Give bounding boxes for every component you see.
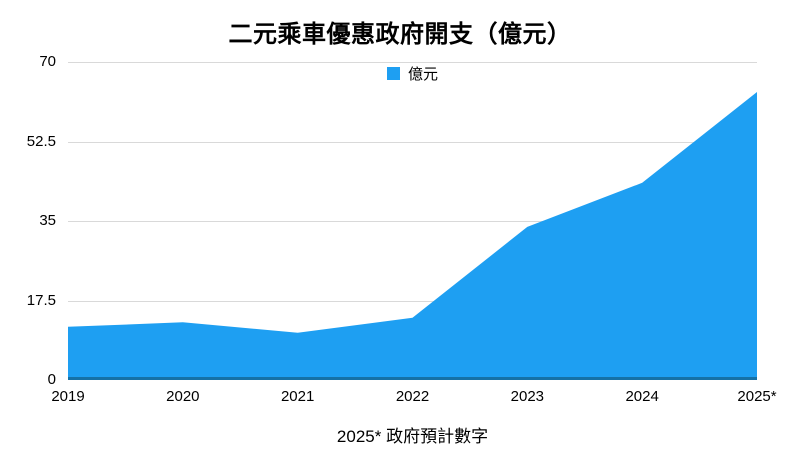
x-axis-label: 2020 (166, 388, 200, 405)
x-axis-label: 2021 (280, 388, 315, 405)
y-axis-label: 35 (39, 212, 56, 229)
footnote: 2025* 政府預計數字 (336, 427, 489, 446)
gridline (68, 300, 757, 302)
x-axis-label: 2024 (625, 388, 659, 405)
y-axis-label: 70 (39, 53, 56, 70)
gridline (68, 62, 757, 63)
legend: 億元 (68, 64, 757, 83)
gridline (68, 221, 757, 222)
x-axis-label: 2023 (510, 388, 545, 405)
x-axis-label: 2025* (737, 388, 777, 405)
y-axis-labels: 0 17.5 35 52.5 70 (0, 0, 56, 468)
y-axis-label: 17.5 (26, 291, 56, 309)
legend-swatch-icon (386, 66, 400, 80)
chart-title: 二元乘車優惠政府開支（億元） (228, 21, 572, 48)
x-axis-label: 2022 (395, 388, 430, 405)
legend-label: 億元 (407, 65, 438, 83)
x-axis-label: 2019 (51, 388, 85, 405)
area-series (68, 92, 757, 380)
x-axis-labels: 2019 2020 2021 2022 2023 2024 2025* (0, 388, 800, 406)
y-axis-label: 52.5 (26, 132, 56, 150)
area-chart (68, 92, 757, 380)
gridline (68, 141, 757, 143)
x-axis-line (68, 377, 757, 380)
plot-area (68, 62, 757, 380)
y-axis-label: 0 (47, 371, 56, 388)
